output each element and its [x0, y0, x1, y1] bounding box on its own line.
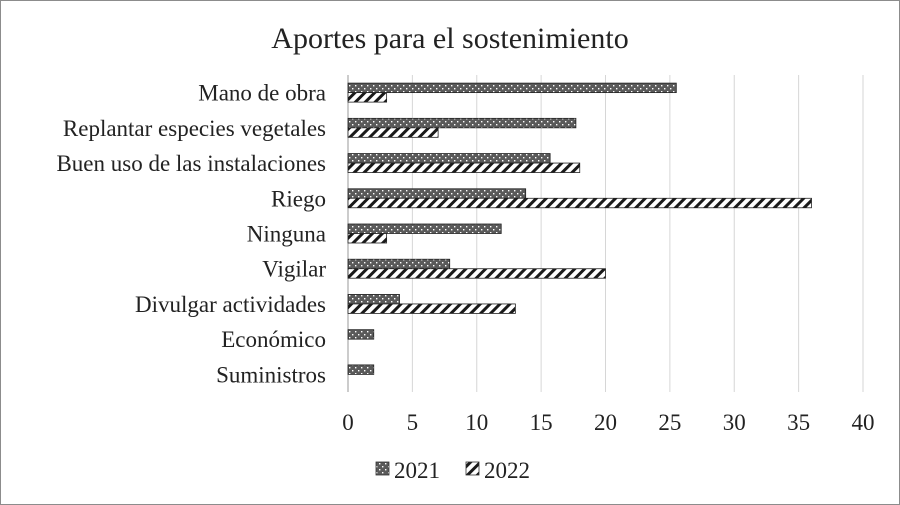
- category-label: Replantar especies vegetales: [63, 116, 326, 141]
- bar-2021: [347, 82, 677, 94]
- chart-title: Aportes para el sostenimiento: [271, 22, 628, 55]
- x-tick-label: 10: [465, 410, 488, 435]
- category-label: Buen uso de las instalaciones: [56, 151, 326, 176]
- bar-2022: [347, 233, 388, 244]
- x-tick-label: 30: [723, 410, 746, 435]
- category-label: Económico: [221, 327, 326, 352]
- bar-2022: [347, 268, 606, 279]
- x-tick-label: 15: [530, 410, 553, 435]
- bar-2021: [347, 294, 400, 305]
- category-label: Ninguna: [247, 222, 326, 247]
- bar-2021: [347, 117, 577, 129]
- bar-2022: [347, 197, 812, 209]
- bar-2021: [347, 153, 551, 164]
- x-axis-tick-labels: 0 5 10 15 20 25 30 35 40: [342, 410, 874, 435]
- bar-2021: [347, 364, 375, 375]
- category-label: Suministros: [216, 362, 326, 387]
- category-label: Vigilar: [262, 257, 326, 282]
- x-tick-label: 40: [852, 410, 875, 435]
- x-tick-label: 20: [594, 410, 617, 435]
- bar-2022: [347, 92, 388, 103]
- x-tick-label: 0: [342, 410, 354, 435]
- x-tick-label: 35: [787, 410, 810, 435]
- bar-2021: [347, 188, 527, 199]
- bar-2022: [347, 162, 581, 173]
- x-tick-label: 25: [658, 410, 681, 435]
- bar-2022: [347, 127, 439, 138]
- legend: 2021 2022: [375, 458, 530, 483]
- category-label: Divulgar actividades: [135, 292, 326, 317]
- category-label: Riego: [271, 186, 326, 211]
- category-labels: Mano de obra Replantar especies vegetales…: [56, 81, 326, 388]
- bar-2021: [347, 258, 451, 270]
- bar-2021: [347, 223, 502, 234]
- x-tick-label: 5: [407, 410, 419, 435]
- bar-2022: [347, 303, 516, 314]
- bars: [347, 82, 812, 375]
- legend-swatch-2022: [465, 461, 480, 476]
- legend-label-2022: 2022: [484, 458, 530, 483]
- bar-2021: [347, 329, 375, 340]
- category-label: Mano de obra: [198, 81, 326, 106]
- legend-swatch-2021: [375, 461, 390, 476]
- legend-label-2021: 2021: [394, 458, 440, 483]
